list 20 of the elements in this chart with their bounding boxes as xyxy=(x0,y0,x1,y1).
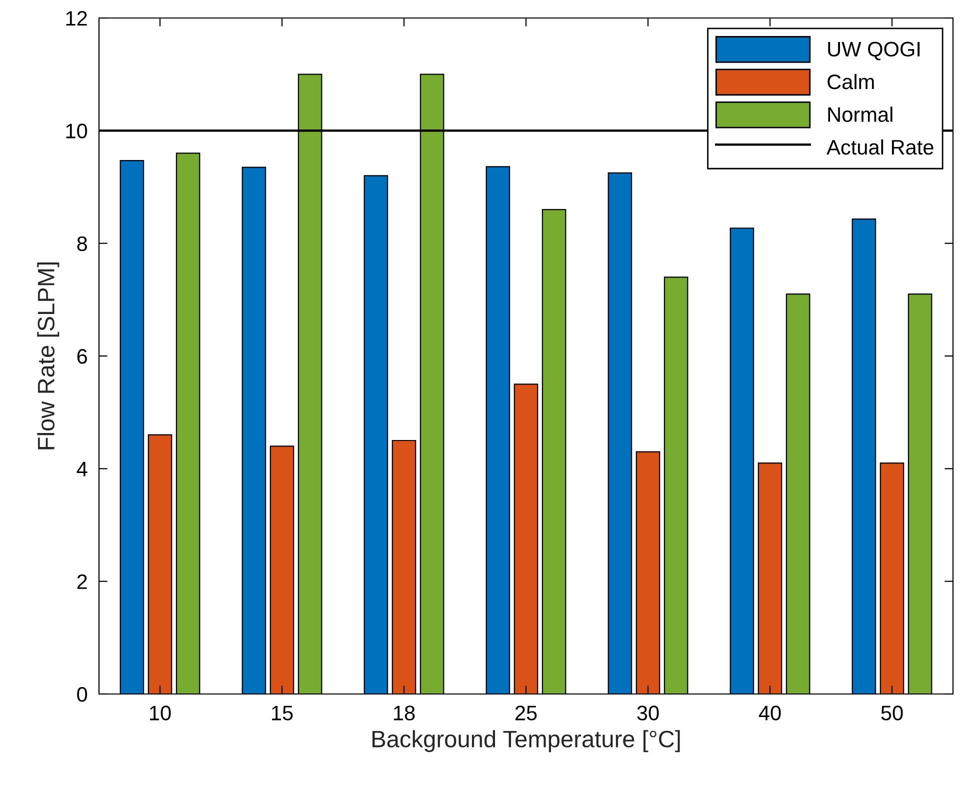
x-tick-label: 10 xyxy=(150,706,171,720)
x-tick-label: 25 xyxy=(515,706,537,720)
x-tick-label: 15 xyxy=(272,706,293,720)
y-tick-label: 4 xyxy=(76,462,88,476)
x-axis-title: Background Temperature [°C] xyxy=(372,730,680,752)
y-tick-label: 8 xyxy=(77,236,87,252)
y-tick-label: 2 xyxy=(77,574,87,589)
y-tick-label: 10 xyxy=(66,124,88,138)
y-tick-label: 6 xyxy=(77,349,87,364)
legend-label: Normal xyxy=(828,106,892,122)
x-tick-label: 50 xyxy=(881,706,903,720)
x-tick-label: 30 xyxy=(637,706,659,720)
y-axis-title: Flow Rate [SLPM] xyxy=(37,262,60,450)
x-tick-label: 18 xyxy=(394,706,415,720)
ref-line-label: Actual Rate xyxy=(826,139,934,155)
x-tick-label: 40 xyxy=(758,706,781,720)
legend-label: UW QOGI xyxy=(828,42,920,60)
y-tick-label: 12 xyxy=(66,11,87,26)
y-tick-label: 0 xyxy=(77,687,88,702)
legend-label: Calm xyxy=(828,74,874,90)
